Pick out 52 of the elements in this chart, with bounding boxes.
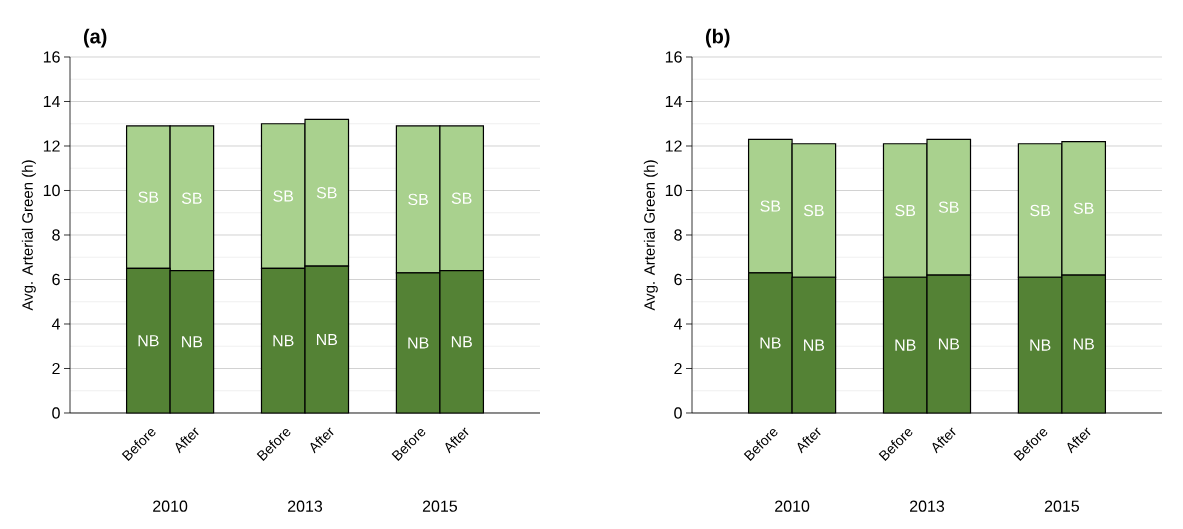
y-tick-label: 14 — [43, 95, 60, 107]
y-tick-label: 6 — [52, 273, 60, 286]
y-tick-label: 16 — [43, 51, 60, 63]
text: SB — [316, 187, 337, 199]
text: NB — [138, 335, 159, 347]
y-tick-label: 12 — [665, 140, 682, 152]
text: 2010 — [153, 500, 188, 512]
text: SB — [451, 192, 472, 204]
y-tick-label: 0 — [52, 407, 60, 419]
y-tick-label: 10 — [43, 184, 60, 197]
y-tick-label: 2 — [674, 362, 682, 375]
y-tick-label: 10 — [665, 184, 682, 197]
y-tick-label: 14 — [665, 95, 682, 107]
text: SB — [181, 192, 202, 204]
y-tick-label: 4 — [673, 318, 682, 330]
text: NB — [408, 337, 429, 349]
y-tick-label: 2 — [52, 362, 60, 375]
text: SB — [1030, 204, 1050, 217]
y-tick-label: 0 — [674, 407, 682, 419]
y-tick-label: 6 — [674, 273, 682, 286]
chart-title: (a) — [83, 28, 107, 48]
text: NB — [182, 336, 203, 348]
series-label: NB — [804, 339, 825, 351]
text: SB — [803, 204, 824, 217]
text: SB — [273, 190, 294, 202]
text: NB — [273, 335, 294, 347]
y-axis-title: Avg. Arterial Green (h) — [643, 160, 658, 311]
text: 2010 — [775, 500, 810, 512]
text: 2015 — [422, 500, 458, 512]
text: 2013 — [910, 500, 945, 512]
y-tick-label: 4 — [51, 318, 60, 330]
y-tick-label: 8 — [674, 229, 682, 241]
series-label: SB — [895, 204, 916, 217]
y-axis-title: Avg. Arterial Green (h) — [21, 160, 36, 311]
series-label: SB — [138, 191, 159, 203]
chart-title: (b) — [705, 28, 730, 48]
text: NB — [895, 339, 916, 351]
series-label: NB — [316, 334, 338, 346]
text: NB — [938, 338, 960, 350]
y-tick-label: 12 — [43, 140, 60, 152]
text: SB — [760, 200, 781, 212]
text: NB — [1073, 338, 1094, 350]
text: NB — [760, 337, 781, 349]
text: NB — [451, 336, 472, 348]
y-tick-label: 16 — [665, 51, 682, 63]
text: SB — [1073, 202, 1094, 214]
text: 2013 — [288, 500, 323, 512]
text: 2015 — [1044, 500, 1080, 512]
text: NB — [1030, 339, 1051, 351]
text: SB — [408, 193, 428, 206]
y-tick-label: 8 — [52, 229, 60, 241]
text: SB — [938, 201, 959, 213]
